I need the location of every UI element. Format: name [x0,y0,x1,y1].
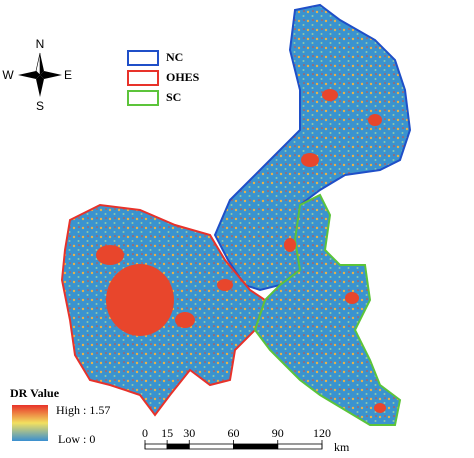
legend-swatch [127,90,159,106]
legend-swatch [127,50,159,66]
scale-segment [144,443,168,450]
color-bar: DR Value High : 1.57 Low : 0 [10,386,110,446]
scale-label: 90 [272,426,284,440]
compass-s: S [36,99,44,113]
regions [60,3,412,426]
color-ramp [12,405,48,441]
compass-e: E [64,68,72,82]
scale-label: 15 [161,426,173,440]
color-bar-low: Low : 0 [58,432,95,446]
compass-w: W [2,68,14,82]
scale-segment [233,443,279,450]
color-bar-high: High : 1.57 [56,403,110,417]
legend: NC OHES SC [127,50,200,106]
legend-swatch [127,70,159,86]
scale-label: 30 [183,426,195,440]
scale-label: 120 [313,426,331,440]
scale-label: 0 [142,426,148,440]
region-sc [253,193,402,426]
scale-unit: km [334,440,350,454]
scale-segment [277,443,323,450]
compass-n: N [36,37,45,51]
color-bar-title: DR Value [10,386,60,400]
hotspots [96,89,386,413]
legend-label: OHES [166,70,200,84]
scale-segment [188,443,234,450]
compass: N S W E [2,37,72,113]
scale-segment [166,443,190,450]
legend-label: SC [166,90,181,104]
legend-label: NC [166,50,183,64]
scale-label: 60 [228,426,240,440]
